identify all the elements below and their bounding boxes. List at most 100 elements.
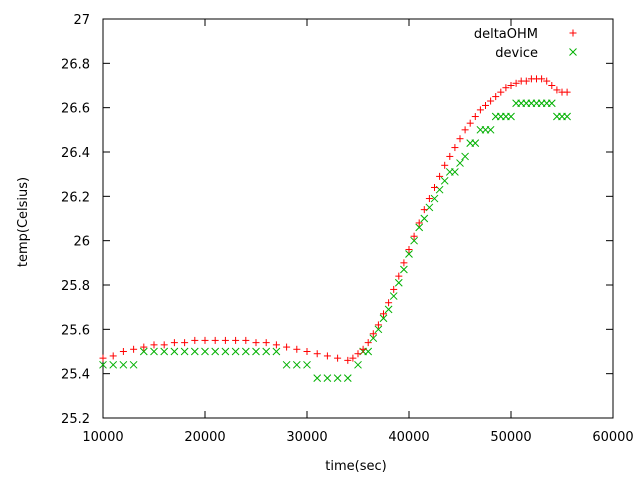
data-point xyxy=(430,194,439,203)
data-point xyxy=(150,347,158,356)
data-point xyxy=(160,347,169,356)
data-point xyxy=(497,88,505,96)
x-axis: 10000 20000 30000 40000 50000 60000 xyxy=(82,19,634,445)
data-point xyxy=(507,82,515,89)
x-tick-label: 50000 xyxy=(490,430,531,445)
data-point xyxy=(190,347,199,356)
legend-label-device: device xyxy=(495,46,538,61)
data-point xyxy=(374,325,383,334)
data-point xyxy=(252,347,260,356)
legend-marker-deltaOHM xyxy=(569,29,577,37)
data-point xyxy=(181,339,189,347)
data-point xyxy=(241,347,250,356)
data-point xyxy=(303,348,311,355)
y-tick-label: 25.2 xyxy=(61,412,90,427)
data-point xyxy=(543,77,551,85)
data-point xyxy=(415,223,424,232)
data-point xyxy=(471,113,479,121)
plot-area xyxy=(102,18,614,419)
data-point xyxy=(252,339,260,347)
data-point xyxy=(415,219,423,227)
data-point xyxy=(507,112,515,121)
data-point xyxy=(354,360,362,369)
data-point xyxy=(242,336,250,344)
data-point xyxy=(343,374,352,382)
y-tick-label: 26.8 xyxy=(61,57,90,72)
data-point xyxy=(451,144,459,152)
data-point xyxy=(466,119,474,127)
data-point xyxy=(390,285,398,293)
y-tick-label: 25.4 xyxy=(61,368,90,383)
data-point xyxy=(502,84,510,92)
data-point xyxy=(441,161,449,169)
data-point xyxy=(547,99,556,108)
data-point xyxy=(486,125,495,134)
data-point xyxy=(150,341,158,349)
data-point xyxy=(400,265,408,274)
data-point xyxy=(456,159,464,167)
series-deltaOHM xyxy=(99,75,571,364)
data-point xyxy=(385,299,393,307)
data-point xyxy=(487,97,495,105)
data-point xyxy=(303,360,311,369)
x-axis-title: time(sec) xyxy=(325,459,386,474)
data-point xyxy=(461,152,469,161)
data-point xyxy=(99,360,107,369)
data-point xyxy=(461,126,469,134)
x-tick-label: 60000 xyxy=(592,430,633,445)
data-point xyxy=(129,360,138,369)
data-point xyxy=(538,75,546,83)
data-point xyxy=(456,135,464,143)
data-point xyxy=(221,336,229,344)
data-point xyxy=(344,356,352,364)
legend-label-deltaOHM: deltaOHM xyxy=(474,27,538,42)
data-point xyxy=(232,336,240,344)
data-point xyxy=(201,347,209,356)
data-point xyxy=(548,82,556,89)
data-point xyxy=(333,374,342,382)
data-point xyxy=(405,246,413,254)
data-point xyxy=(139,347,148,356)
x-tick-label: 10000 xyxy=(82,430,123,445)
y-tick-label: 26.2 xyxy=(61,190,90,205)
x-tick-label: 20000 xyxy=(184,430,225,445)
data-point xyxy=(446,152,454,160)
data-point xyxy=(405,250,413,258)
data-point xyxy=(389,292,398,300)
data-point xyxy=(563,112,571,121)
data-point xyxy=(431,183,438,191)
data-point xyxy=(262,347,271,356)
data-point xyxy=(364,339,372,347)
data-point xyxy=(109,352,117,360)
data-point xyxy=(369,334,378,343)
data-point xyxy=(201,336,209,344)
y-axis: 25.2 25.4 25.6 25.8 26 26.2 26.4 26.6 26.8 27 xyxy=(61,13,613,427)
y-tick-label: 27 xyxy=(73,13,90,28)
data-point xyxy=(293,345,301,353)
y-tick-label: 26.4 xyxy=(61,146,90,161)
data-point xyxy=(354,350,362,358)
data-point xyxy=(563,88,571,96)
data-point xyxy=(211,336,219,344)
data-point xyxy=(476,106,484,114)
data-point xyxy=(180,347,189,356)
data-point xyxy=(292,360,301,369)
data-point xyxy=(323,352,331,360)
data-point xyxy=(170,339,178,347)
data-point xyxy=(384,305,393,314)
series-device xyxy=(99,99,571,382)
data-point xyxy=(440,176,449,185)
data-point xyxy=(420,206,428,214)
data-point xyxy=(492,93,500,101)
data-point xyxy=(349,354,357,362)
data-point xyxy=(130,345,138,353)
data-point xyxy=(99,354,107,362)
y-tick-label: 25.8 xyxy=(61,279,90,294)
data-point xyxy=(400,259,408,267)
data-point xyxy=(140,343,148,351)
data-point xyxy=(211,347,220,356)
data-point xyxy=(313,350,321,358)
data-point xyxy=(191,336,199,344)
data-point xyxy=(272,341,280,349)
